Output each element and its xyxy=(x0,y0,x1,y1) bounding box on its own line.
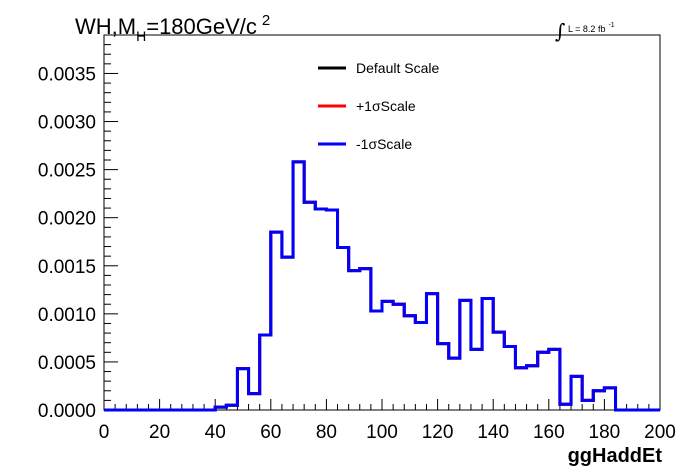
legend: Default Scale +1σScale -1σScale xyxy=(318,60,439,152)
title-subscript: H xyxy=(136,28,146,44)
legend-label-1: +1σScale xyxy=(356,98,416,114)
x-tick-label: 60 xyxy=(260,422,281,443)
x-tick-label: 120 xyxy=(422,422,454,443)
series-line-1 xyxy=(104,160,660,412)
title-superscript: 2 xyxy=(262,12,270,29)
y-tick-label: 0.0000 xyxy=(38,401,96,422)
legend-label-0: Default Scale xyxy=(356,60,439,76)
legend-label-2: -1σScale xyxy=(356,136,412,152)
series-line-2 xyxy=(104,160,660,412)
y-tick-label: 0.0035 xyxy=(38,64,96,85)
y-tick-label: 0.0005 xyxy=(38,353,96,374)
lumi-superscript: -1 xyxy=(608,22,614,29)
x-tick-label: 200 xyxy=(644,422,676,443)
x-tick-label: 140 xyxy=(477,422,509,443)
series-layer xyxy=(104,160,660,412)
lumi-integral: ∫ xyxy=(555,19,565,43)
x-tick-label: 80 xyxy=(316,422,337,443)
x-tick-label: 180 xyxy=(589,422,621,443)
lumi-text: L = 8.2 fb xyxy=(568,24,605,34)
y-tick-label: 0.0030 xyxy=(38,113,96,134)
x-tick-label: 0 xyxy=(99,422,110,443)
y-tick-label: 0.0025 xyxy=(38,161,96,182)
x-tick-label: 20 xyxy=(149,422,170,443)
series-line-0 xyxy=(104,160,660,412)
y-tick-label: 0.0010 xyxy=(38,305,96,326)
lumi-label: L = 8.2 fb -1 xyxy=(568,22,615,34)
x-axis: 0 20 40 60 80 100 120 140 160 180 200 xyxy=(99,399,676,443)
x-tick-label: 100 xyxy=(366,422,398,443)
y-axis: 0.0000 0.0005 0.0010 0.0015 0.0020 0.0025 0.00… xyxy=(38,44,118,422)
x-axis-label: ggHaddEt xyxy=(568,445,663,467)
x-tick-label: 40 xyxy=(205,422,226,443)
plot-frame xyxy=(103,34,661,411)
y-tick-label: 0.0015 xyxy=(38,257,96,278)
y-tick-label: 0.0020 xyxy=(38,209,96,230)
x-tick-label: 160 xyxy=(533,422,565,443)
